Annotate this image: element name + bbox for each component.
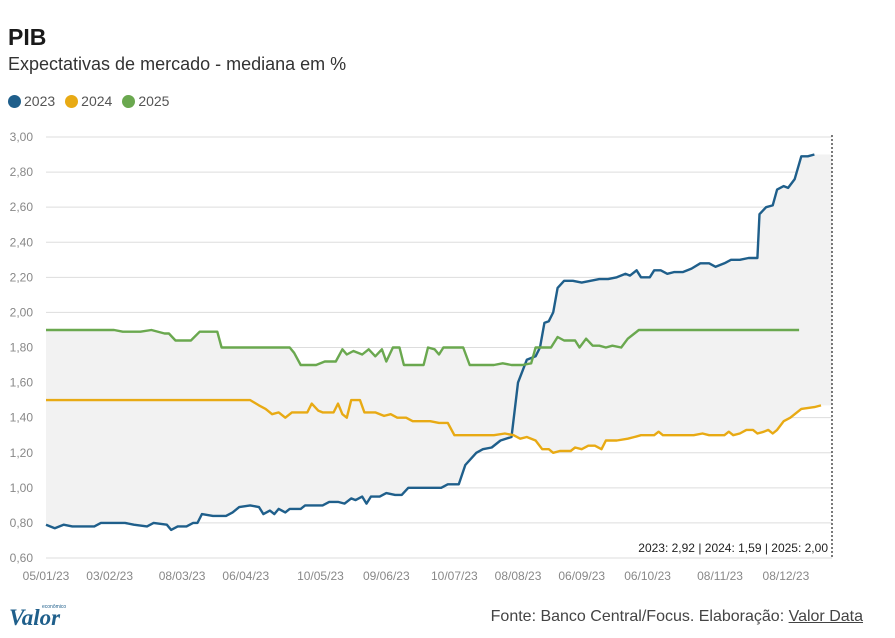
y-tick-label: 2,40 bbox=[10, 235, 34, 249]
legend: 2023 2024 2025 bbox=[8, 93, 169, 109]
y-tick-label: 1,60 bbox=[10, 376, 34, 390]
svg-text:econômico: econômico bbox=[42, 604, 66, 610]
y-tick-label: 2,80 bbox=[10, 165, 34, 179]
x-tick-label: 06/10/23 bbox=[624, 569, 671, 583]
x-tick-label: 08/12/23 bbox=[763, 569, 810, 583]
legend-dot-2024 bbox=[65, 94, 79, 108]
series-line-2025 bbox=[46, 328, 800, 367]
line-chart: 0,60 0,80 1,00 1,20 1,40 1,60 1,80 2,00 2,20 2,40… bbox=[10, 130, 833, 583]
y-tick-label: 2,20 bbox=[10, 270, 34, 284]
x-tick-label: 09/06/23 bbox=[363, 569, 410, 583]
legend-item-2025[interactable]: 2025 bbox=[122, 93, 169, 109]
x-tick-label: 03/02/23 bbox=[86, 569, 133, 583]
legend-label-2023: 2023 bbox=[24, 93, 56, 109]
x-tick-label: 10/07/23 bbox=[431, 569, 478, 583]
y-tick-label: 1,40 bbox=[10, 411, 34, 425]
x-tick-label: 10/05/23 bbox=[297, 569, 344, 583]
y-tick-label: 1,20 bbox=[10, 446, 34, 460]
source-text: Fonte: Banco Central/Focus. Elaboração: bbox=[490, 608, 789, 625]
y-tick-label: 1,00 bbox=[10, 481, 34, 495]
y-tick-label: 0,80 bbox=[10, 516, 34, 530]
x-tick-label: 08/08/23 bbox=[495, 569, 542, 583]
legend-item-2024[interactable]: 2024 bbox=[65, 93, 112, 109]
source-link[interactable]: Valor Data bbox=[788, 608, 863, 625]
x-tick-label: 08/11/23 bbox=[697, 569, 743, 583]
range-band bbox=[46, 154, 832, 530]
legend-item-2023[interactable]: 2023 bbox=[8, 93, 55, 109]
y-tick-label: 2,00 bbox=[10, 305, 34, 319]
series-line-2024 bbox=[46, 398, 822, 454]
x-tick-label: 08/03/23 bbox=[159, 569, 206, 583]
svg-text:Valor: Valor bbox=[9, 605, 61, 630]
legend-label-2025: 2025 bbox=[138, 93, 170, 109]
y-tick-label: 2,60 bbox=[10, 200, 34, 214]
y-tick-label: 3,00 bbox=[10, 130, 34, 144]
x-tick-label: 06/04/23 bbox=[222, 569, 269, 583]
latest-values-annotation: 2023: 2,92 | 2024: 1,59 | 2025: 2,00 bbox=[638, 541, 828, 555]
legend-label-2024: 2024 bbox=[81, 93, 113, 109]
x-tick-label: 05/01/23 bbox=[23, 569, 70, 583]
chart-subtitle: Expectativas de mercado - mediana em % bbox=[8, 54, 347, 74]
legend-dot-2025 bbox=[122, 94, 136, 108]
chart-title: PIB bbox=[8, 24, 47, 50]
y-tick-label: 0,60 bbox=[10, 551, 34, 565]
source-note: Fonte: Banco Central/Focus. Elaboração: … bbox=[491, 608, 863, 626]
x-tick-label: 06/09/23 bbox=[558, 569, 605, 583]
valor-logo: Valor econômico bbox=[9, 604, 66, 630]
y-tick-label: 1,80 bbox=[10, 341, 34, 355]
legend-dot-2023 bbox=[8, 94, 21, 108]
series-line-2023 bbox=[45, 153, 815, 532]
